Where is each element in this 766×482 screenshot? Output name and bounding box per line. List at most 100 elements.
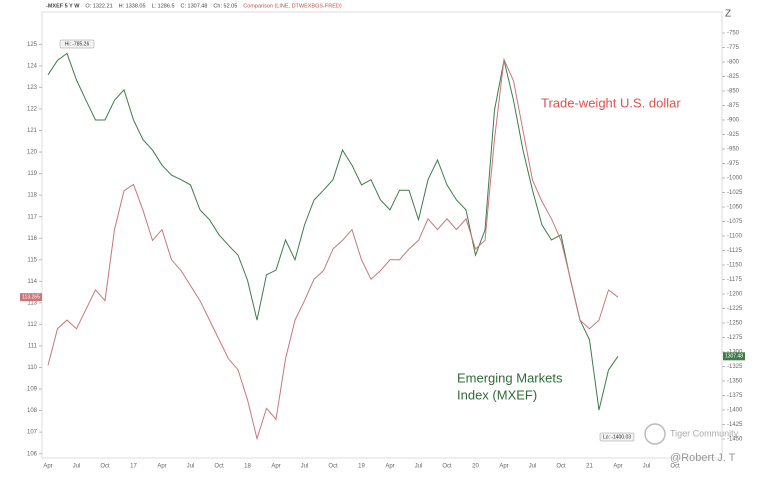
plot-frame bbox=[41, 11, 723, 459]
y-tick-label: 106 bbox=[27, 451, 38, 457]
watermark-text: Tiger Community bbox=[670, 428, 739, 438]
y2-tick-label: -1225 bbox=[727, 306, 743, 312]
x-tick-label: 18 bbox=[244, 464, 251, 470]
x-tick-label: Jul bbox=[301, 464, 309, 470]
y2-tick-label: -775 bbox=[727, 45, 740, 51]
y2-tick-label: -850 bbox=[727, 89, 740, 95]
y-tick-label: 116 bbox=[27, 236, 37, 242]
price-tag-label: 113.265 bbox=[22, 294, 40, 300]
y-tick-label: 124 bbox=[27, 63, 38, 69]
mxef-annotation: Emerging Markets bbox=[457, 370, 563, 385]
watermark-icon bbox=[644, 423, 666, 445]
y-tick-label: 117 bbox=[27, 214, 37, 220]
y-tick-label: 107 bbox=[27, 430, 38, 436]
price-tag bbox=[723, 352, 745, 361]
mxef-annotation: Index (MXEF) bbox=[457, 387, 537, 402]
y-tick-label: 115 bbox=[27, 257, 37, 263]
extreme-box bbox=[599, 432, 635, 442]
y2-tick-label: -875 bbox=[727, 103, 740, 109]
y-tick-label: 122 bbox=[27, 107, 38, 113]
y2-tick-label: -1100 bbox=[727, 234, 743, 240]
x-tick-label: Apr bbox=[613, 464, 622, 470]
x-tick-label: 21 bbox=[586, 464, 593, 470]
x-tick-label: 19 bbox=[358, 464, 365, 470]
extreme-label: Lo: -1400.03 bbox=[603, 434, 631, 440]
y-tick-label: 111 bbox=[28, 344, 38, 350]
x-tick-label: 17 bbox=[130, 464, 137, 470]
y2-tick-label: -825 bbox=[727, 74, 740, 80]
x-tick-label: Apr bbox=[385, 464, 394, 470]
y-tick-label: 125 bbox=[27, 42, 38, 48]
x-tick-label: Jul bbox=[73, 464, 81, 470]
extreme-label: Hi: -785.26 bbox=[65, 41, 90, 47]
y2-tick-label: -1025 bbox=[727, 190, 743, 196]
watermark bbox=[644, 423, 666, 445]
x-tick-label: Jul bbox=[415, 464, 423, 470]
price-tag-label: 1307.48 bbox=[725, 354, 743, 360]
x-tick-label: Oct bbox=[214, 464, 224, 470]
y2-tick-label: -1200 bbox=[727, 292, 743, 298]
y-tick-label: 114 bbox=[27, 279, 37, 285]
price-tag bbox=[20, 293, 42, 302]
x-tick-label: Apr bbox=[499, 464, 508, 470]
y2-tick-label: -975 bbox=[727, 161, 740, 167]
y2-tick-label: -1000 bbox=[727, 176, 743, 182]
series-line bbox=[47, 52, 619, 411]
y2-tick-label: -1275 bbox=[727, 335, 743, 341]
extreme-box bbox=[59, 39, 95, 49]
y2-tick-label: -750 bbox=[727, 31, 740, 37]
series-line bbox=[47, 57, 619, 441]
y-tick-label: 119 bbox=[27, 171, 37, 177]
header-item: L: 1286.5 bbox=[152, 3, 175, 9]
y-tick-label: 108 bbox=[27, 408, 38, 414]
y2-tick-label: -900 bbox=[727, 118, 740, 124]
y2-tick-label: -1425 bbox=[727, 422, 743, 428]
x-tick-label: Oct bbox=[556, 464, 566, 470]
y2-tick-label: -1450 bbox=[727, 437, 743, 443]
y2-tick-label: -1350 bbox=[727, 379, 743, 385]
y-tick-label: 110 bbox=[27, 365, 37, 371]
header-item: O: 1322.21 bbox=[85, 3, 112, 9]
header-item: -MXEF 5 Y W bbox=[46, 3, 80, 9]
header-item: Ch: 52.05 bbox=[213, 3, 237, 9]
x-tick-label: Jul bbox=[643, 464, 651, 470]
y-tick-label: 120 bbox=[27, 150, 38, 156]
y2-tick-label: -925 bbox=[727, 132, 740, 138]
x-tick-label: Apr bbox=[43, 464, 52, 470]
y2-tick-label: -1075 bbox=[727, 219, 743, 225]
y2-tick-label: -1150 bbox=[727, 263, 743, 269]
logo: Z bbox=[725, 9, 731, 20]
x-tick-label: 20 bbox=[472, 464, 479, 470]
y-tick-label: 121 bbox=[27, 128, 38, 134]
x-tick-label: Apr bbox=[271, 464, 280, 470]
x-tick-label: Jul bbox=[187, 464, 195, 470]
x-tick-label: Jul bbox=[529, 464, 537, 470]
y2-tick-label: -1325 bbox=[727, 364, 743, 370]
author-text: @Robert J. T bbox=[670, 452, 736, 464]
y2-tick-label: -950 bbox=[727, 147, 740, 153]
y-tick-label: 112 bbox=[27, 322, 37, 328]
x-tick-label: Oct bbox=[328, 464, 338, 470]
y-tick-label: 113 bbox=[27, 300, 37, 306]
x-tick-label: Apr bbox=[157, 464, 166, 470]
x-tick-label: Oct bbox=[670, 464, 680, 470]
header-item: H: 1338.05 bbox=[119, 3, 146, 9]
y2-tick-label: -1175 bbox=[727, 277, 743, 283]
x-tick-label: Oct bbox=[442, 464, 452, 470]
y2-tick-label: -1125 bbox=[727, 248, 743, 254]
y-tick-label: 118 bbox=[27, 193, 37, 199]
comparison-label: Comparison (LINE, DTWEXBGS-FRED) bbox=[243, 3, 342, 9]
y2-tick-label: -800 bbox=[727, 60, 740, 66]
y2-tick-label: -1375 bbox=[727, 393, 743, 399]
y2-tick-label: -1250 bbox=[727, 321, 743, 327]
header-item: C: 1307.48 bbox=[181, 3, 208, 9]
y-tick-label: 123 bbox=[27, 85, 38, 91]
y-tick-label: 109 bbox=[27, 387, 38, 393]
x-tick-label: Oct bbox=[100, 464, 110, 470]
dollar-annotation: Trade-weight U.S. dollar bbox=[541, 95, 681, 110]
y2-tick-label: -1050 bbox=[727, 205, 743, 211]
y2-tick-label: -1400 bbox=[727, 408, 743, 414]
